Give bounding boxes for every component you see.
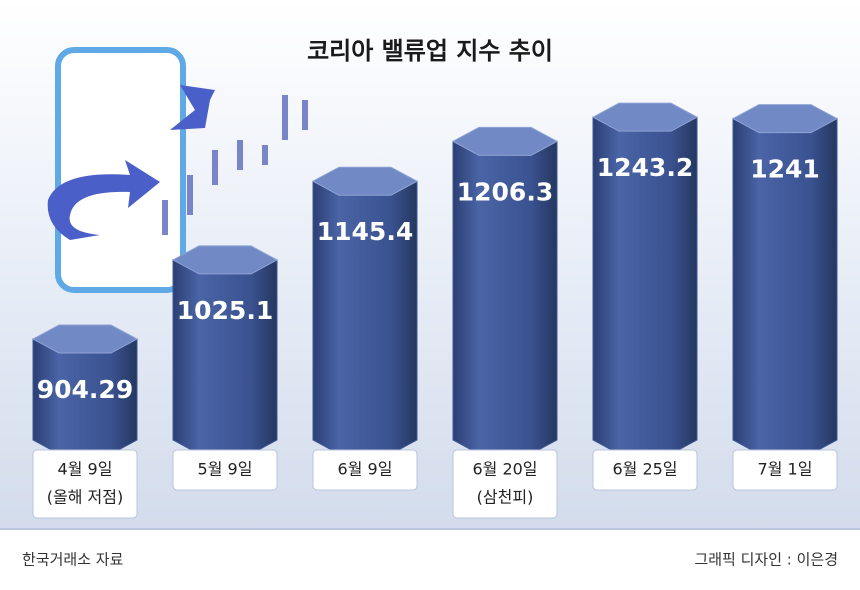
candles <box>162 95 308 235</box>
value-label: 1241 <box>750 155 820 184</box>
bar-top <box>311 166 419 196</box>
value-label: 1145.4 <box>317 217 413 246</box>
value-label: 1025.1 <box>177 296 273 325</box>
x-tick-label: 6월 20일 <box>472 460 537 479</box>
category-box <box>312 449 418 491</box>
x-tick-note: (올해 저점) <box>47 488 123 507</box>
x-tick-note: (삼천피) <box>477 488 534 507</box>
category-box <box>172 449 278 491</box>
bar <box>172 259 278 455</box>
credit: 그래픽 디자인 : 이은경 <box>694 551 838 569</box>
value-label: 904.29 <box>37 375 133 404</box>
x-tick-label: 5월 9일 <box>198 460 253 479</box>
x-tick-label: 6월 9일 <box>338 460 393 479</box>
x-tick-label: 4월 9일 <box>58 460 113 479</box>
footer-band <box>0 530 860 590</box>
x-tick-label: 7월 1일 <box>758 460 813 479</box>
bar-top <box>171 245 279 275</box>
category-box <box>732 449 838 491</box>
source: 한국거래소 자료 <box>22 551 124 569</box>
bar-top <box>31 324 139 354</box>
category-box <box>452 449 558 519</box>
category-box <box>592 449 698 491</box>
category-box <box>32 449 138 519</box>
value-label: 1243.2 <box>597 153 693 182</box>
chart-title: 코리아 밸류업 지수 추이 <box>307 37 553 65</box>
value-label: 1206.3 <box>457 177 553 206</box>
bar-top <box>731 104 839 134</box>
phone <box>55 47 186 293</box>
phone-illustration <box>47 47 308 293</box>
bar-top <box>451 126 559 156</box>
bar-top <box>591 102 699 132</box>
arrow <box>170 85 215 130</box>
arrow <box>47 160 160 240</box>
x-tick-label: 6월 25일 <box>612 460 677 479</box>
